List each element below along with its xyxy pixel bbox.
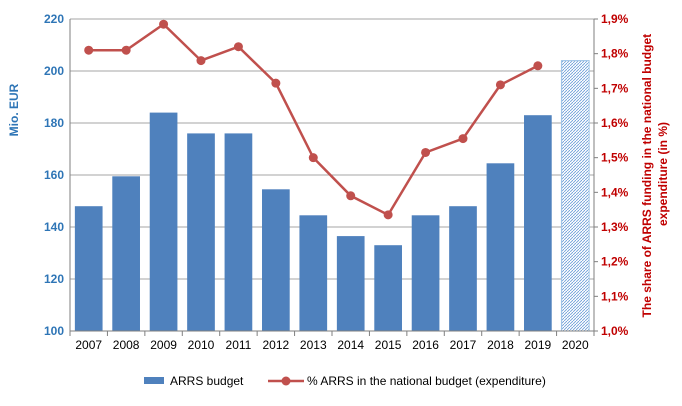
line-point — [121, 45, 131, 55]
y-left-tick-label: 120 — [44, 272, 64, 286]
y-left-tick-label: 180 — [44, 116, 64, 130]
legend: ARRS budget % ARRS in the national budge… — [144, 374, 546, 388]
bar — [449, 206, 477, 331]
y-axis-right-title-line-2: expenditure (in %) — [656, 122, 670, 226]
y-right-tick-label: 1,5% — [601, 151, 629, 165]
y-axis-right-title-line-1: The share of ARRS funding in the nationa… — [640, 34, 654, 318]
bar — [187, 133, 215, 331]
x-tick-label: 2013 — [300, 338, 327, 352]
y-left-tick-label: 140 — [44, 220, 64, 234]
axes — [69, 19, 595, 336]
x-tick-label: 2008 — [113, 338, 140, 352]
x-tick-label: 2016 — [412, 338, 439, 352]
bar — [149, 112, 178, 331]
right-axis-ticks: 1,0% 1,1% 1,2% 1,3% 1,4% 1,5% 1,6% 1,7% 1,8% 1,9% — [594, 12, 629, 338]
y-left-tick-label: 160 — [44, 168, 64, 182]
x-tick-label: 2018 — [487, 338, 514, 352]
x-axis-ticks: 2007 2008 2009 2010 2011 2012 2013 2014 2015 2016… — [75, 338, 589, 352]
y-left-tick-label: 220 — [44, 12, 64, 26]
y-axis-left-title: Mio. EUR — [7, 83, 21, 136]
x-tick-label: 2012 — [263, 338, 290, 352]
y-right-tick-label: 1,8% — [601, 47, 629, 61]
bar — [262, 189, 290, 331]
legend-bar-swatch — [144, 377, 164, 384]
bar — [411, 215, 440, 331]
x-tick-label: 2015 — [375, 338, 402, 352]
y-axis-right-title: The share of ARRS funding in the nationa… — [640, 31, 670, 318]
bar — [299, 215, 328, 331]
line-point — [196, 56, 206, 66]
line-point — [346, 191, 356, 201]
y-right-tick-label: 1,6% — [601, 116, 629, 130]
line-point — [495, 80, 505, 90]
x-tick-label: 2009 — [150, 338, 177, 352]
bar — [112, 176, 140, 331]
x-tick-label: 2014 — [337, 338, 364, 352]
bar — [336, 236, 365, 331]
line-point — [458, 134, 468, 144]
x-tick-label: 2019 — [525, 338, 552, 352]
legend-line-marker — [281, 376, 291, 386]
left-axis-ticks: 100 120 140 160 180 200 220 — [44, 12, 64, 338]
y-right-tick-label: 1,2% — [601, 255, 629, 269]
x-tick-label: 2017 — [450, 338, 477, 352]
x-tick-label: 2011 — [226, 338, 252, 352]
x-tick-label: 2020 — [562, 338, 589, 352]
y-right-tick-label: 1,4% — [601, 185, 629, 199]
line-point — [233, 42, 243, 52]
legend-line-label: % ARRS in the national budget (expenditu… — [307, 374, 546, 388]
line-point — [383, 210, 393, 220]
y-right-tick-label: 1,7% — [601, 81, 629, 95]
line-point — [533, 61, 543, 71]
bar — [374, 245, 402, 331]
bar — [224, 133, 253, 331]
legend-bar-label: ARRS budget — [170, 374, 244, 388]
y-right-tick-label: 1,1% — [601, 289, 629, 303]
line-point — [421, 147, 431, 157]
line-point — [271, 78, 281, 88]
y-left-tick-label: 200 — [44, 64, 64, 78]
line-point — [84, 45, 94, 55]
y-left-tick-label: 100 — [44, 324, 64, 338]
x-tick-label: 2010 — [188, 338, 215, 352]
bar-series — [74, 60, 590, 332]
y-right-tick-label: 1,9% — [601, 12, 629, 26]
bar — [524, 115, 552, 331]
y-right-tick-label: 1,0% — [601, 324, 629, 338]
line-point — [159, 19, 169, 29]
line-point — [308, 153, 318, 163]
bar — [74, 206, 103, 331]
bar — [560, 60, 590, 332]
x-tick-label: 2007 — [75, 338, 102, 352]
line-series — [84, 19, 543, 220]
bar — [486, 163, 515, 331]
y-right-tick-label: 1,3% — [601, 220, 629, 234]
